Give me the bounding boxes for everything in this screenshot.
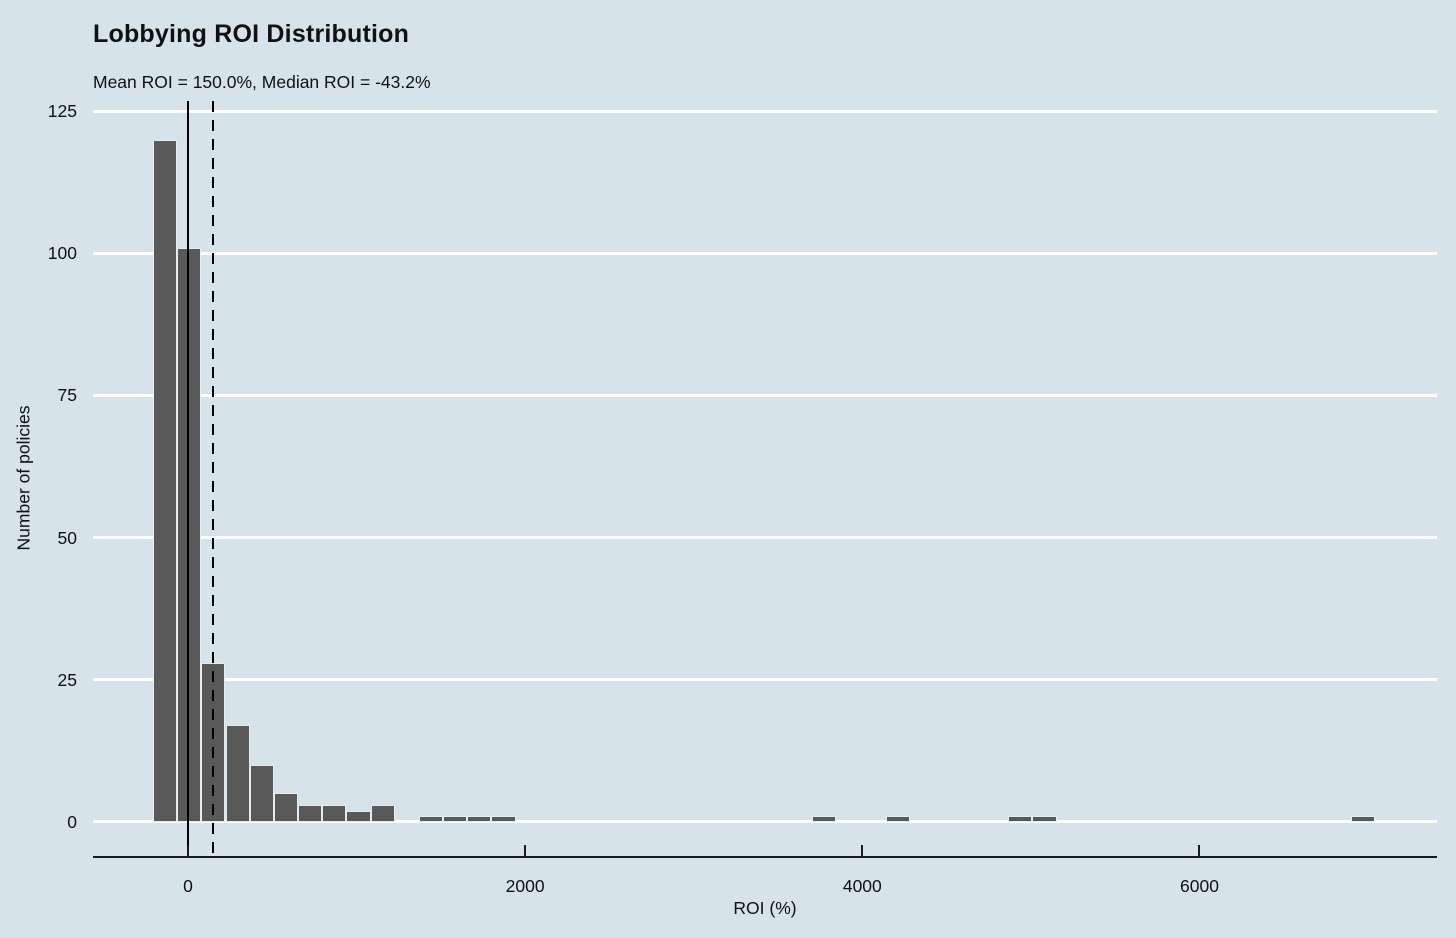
x-axis-title: ROI (%) — [733, 898, 797, 918]
histogram-bar — [249, 765, 274, 822]
histogram-bar — [346, 810, 371, 822]
histogram-bar — [152, 139, 178, 822]
y-tick-label-25: 25 — [57, 669, 77, 690]
plot-panel — [93, 101, 1437, 858]
x-tick-label-4000: 4000 — [842, 876, 882, 896]
histogram-bar — [370, 804, 395, 822]
histogram-bar — [1350, 816, 1375, 822]
histogram-bar — [273, 793, 298, 822]
gridline-y-100 — [93, 251, 1437, 255]
histogram-bar — [225, 725, 250, 822]
mean-roi-line — [212, 101, 215, 856]
histogram-bar — [443, 816, 468, 822]
x-tick-label-6000: 6000 — [1180, 876, 1219, 896]
chart-subtitle: Mean ROI = 150.0%, Median ROI = -43.2% — [93, 72, 431, 92]
histogram-bar — [418, 816, 444, 822]
x-axis-tick-4000 — [861, 845, 864, 856]
x-axis-tick-0 — [186, 845, 189, 856]
x-axis-tick-2000 — [524, 845, 527, 856]
histogram-bar — [467, 816, 492, 822]
histogram-bar — [298, 804, 323, 822]
y-tick-label-50: 50 — [57, 527, 77, 548]
y-tick-label-100: 100 — [47, 243, 77, 264]
y-tick-label-0: 0 — [67, 811, 77, 832]
y-tick-label-75: 75 — [57, 385, 77, 406]
x-axis-tick-6000 — [1198, 845, 1201, 856]
gridline-y-0 — [93, 820, 1437, 824]
histogram-bar — [177, 247, 202, 822]
histogram-bar — [812, 816, 837, 822]
y-tick-label-125: 125 — [47, 101, 77, 122]
histogram-bar — [491, 816, 516, 822]
gridline-y-50 — [93, 536, 1437, 540]
histogram-bar — [886, 816, 911, 822]
histogram-bar — [322, 804, 347, 822]
histogram-bar — [1032, 816, 1057, 822]
x-tick-label-0: 0 — [183, 876, 193, 896]
gridline-y-25 — [93, 678, 1437, 682]
chart-title: Lobbying ROI Distribution — [93, 20, 410, 48]
zero-roi-line — [186, 101, 189, 856]
gridline-y-125 — [93, 109, 1437, 113]
gridline-y-75 — [93, 393, 1437, 397]
histogram-bar — [1008, 816, 1033, 822]
x-tick-label-2000: 2000 — [505, 876, 545, 896]
